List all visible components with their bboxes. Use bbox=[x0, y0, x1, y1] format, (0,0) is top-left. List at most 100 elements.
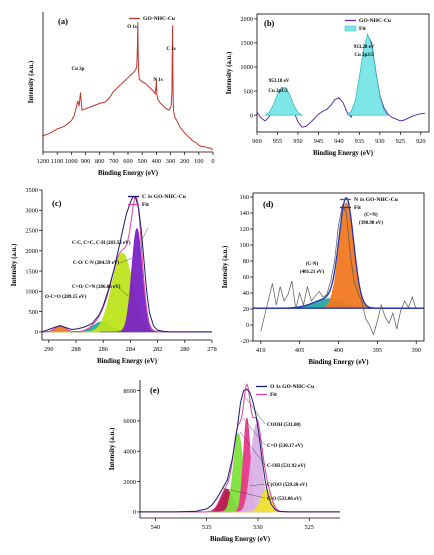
x-tick-label: 935 bbox=[355, 138, 364, 145]
panel-label: (a) bbox=[58, 16, 68, 26]
x-tick-label: 925 bbox=[396, 138, 405, 145]
fit-area-1 bbox=[264, 87, 304, 116]
fit-envelope-line bbox=[253, 196, 424, 309]
y-tick-label: 0 bbox=[246, 322, 249, 329]
legend-label: GO-NHC-Cu bbox=[359, 18, 391, 24]
peak-annotation: C-O/ C-N (284.59 eV) bbox=[73, 261, 119, 266]
x-tick-label: 940 bbox=[334, 138, 343, 145]
x-tick-label: 284 bbox=[126, 346, 136, 353]
x-tick-label: 290 bbox=[44, 346, 53, 353]
x-tick-label: 1100 bbox=[51, 158, 63, 165]
peak-area-1 bbox=[295, 202, 398, 309]
x-tick-label: 900 bbox=[81, 158, 90, 165]
legend-swatch bbox=[344, 25, 357, 32]
chart-panel-b: 960 955 950 945 940 935 930 925 920 0 500 1000 1500 2… bbox=[226, 13, 430, 157]
chart-panel-d: 410 405 400 395 390 -20 0 20 40 60 80 100 120 140 160 B… bbox=[222, 192, 425, 366]
series-line-0 bbox=[140, 388, 340, 513]
x-tick-label: 278 bbox=[207, 346, 216, 353]
peak-annotation: (C=N) bbox=[364, 213, 378, 218]
plot-area bbox=[140, 383, 340, 513]
y-tick-label: 0 bbox=[35, 329, 38, 336]
annotation-leader-line bbox=[139, 227, 149, 244]
y-tick-label: 80 bbox=[243, 258, 249, 265]
x-tick-label: 535 bbox=[202, 524, 211, 531]
x-tick-label: 288 bbox=[71, 346, 80, 353]
peak-annotation: C 1s bbox=[166, 47, 175, 52]
y-tick-label: 3500 bbox=[25, 187, 38, 194]
x-tick-label: 800 bbox=[95, 158, 104, 165]
y-tick-label: 6000 bbox=[123, 418, 136, 425]
peak-annotation: C=O/ C=N (286.06 eV) bbox=[72, 285, 121, 290]
annotation-leader-line bbox=[242, 417, 266, 446]
y-tick-label: 4000 bbox=[123, 448, 136, 455]
x-axis-label: Binding Energy (eV) bbox=[97, 358, 157, 365]
y-tick-label: 500 bbox=[29, 309, 38, 316]
peak-annotation: C(O)O (529.20 eV) bbox=[267, 483, 307, 488]
peak-annotation: C-C, C=C, C-H (283.52 eV) bbox=[72, 241, 131, 246]
peak-annotation: (401.21 eV) bbox=[300, 270, 324, 275]
y-tick-label: 2500 bbox=[25, 228, 38, 235]
series-line-0 bbox=[260, 203, 417, 336]
peak-annotation: Cu 2p3/2 bbox=[354, 53, 374, 58]
y-tick-label: 2000 bbox=[25, 248, 38, 255]
x-tick-label: 280 bbox=[180, 346, 189, 353]
x-tick-label: 500 bbox=[137, 158, 146, 165]
y-axis-label: Intensity (a.u.) bbox=[109, 428, 116, 470]
x-axis-label: Binding Energy (eV) bbox=[313, 150, 373, 157]
x-tick-label: 540 bbox=[151, 524, 160, 531]
peak-annotation: C-OH (531.92 eV) bbox=[267, 464, 306, 469]
legend-label: Fit bbox=[354, 205, 361, 211]
x-tick-label: 410 bbox=[256, 347, 265, 354]
peak-annotation: C=O (530.17 eV) bbox=[267, 444, 303, 449]
y-tick-label: 0 bbox=[133, 509, 136, 516]
peak-annotation: (C-N) bbox=[306, 262, 319, 267]
fit-area-2 bbox=[346, 32, 390, 116]
y-tick-label: 1500 bbox=[25, 268, 38, 275]
peak-annotation: COOH (531.08) bbox=[267, 423, 301, 428]
x-tick-label: 100 bbox=[194, 158, 203, 165]
x-axis-label: Binding Energy (eV) bbox=[98, 170, 158, 177]
x-axis-label: Binding Energy (eV) bbox=[210, 536, 270, 543]
y-tick-label: 2000 bbox=[123, 479, 136, 486]
x-tick-label: 945 bbox=[314, 138, 323, 145]
legend-label: GO-NHC-Cu bbox=[143, 16, 175, 22]
peak-annotation: C-O (533.06 eV) bbox=[267, 497, 302, 502]
y-tick-label: 1000 bbox=[240, 64, 253, 71]
x-tick-label: 525 bbox=[305, 524, 314, 531]
peak-annotation: O-C=O (289.15 eV) bbox=[45, 295, 87, 300]
legend-label: N 1s GO-NHC-Cu bbox=[354, 197, 398, 203]
y-axis-label: Intensity (a.u.) bbox=[222, 246, 229, 288]
annotation-leader-line bbox=[239, 431, 266, 466]
y-tick-label: 120 bbox=[240, 226, 249, 233]
legend-label: Fit bbox=[142, 202, 149, 208]
annotation-leader-line bbox=[117, 286, 129, 297]
x-tick-label: 920 bbox=[416, 138, 425, 145]
legend-label: O 1s GO-NHC-Cu bbox=[270, 384, 314, 390]
legend-label: Fit bbox=[359, 26, 366, 32]
y-tick-label: 20 bbox=[243, 306, 249, 313]
x-tick-label: 530 bbox=[253, 524, 262, 531]
y-tick-label: 60 bbox=[243, 274, 249, 281]
y-tick-label: 40 bbox=[243, 290, 249, 297]
x-tick-label: 1200 bbox=[37, 158, 50, 165]
annotation-leader-line bbox=[249, 483, 266, 487]
x-tick-label: 286 bbox=[98, 346, 107, 353]
chart-panel-e: 540 535 530 525 0 2000 4000 6000 8000 Binding Ene… bbox=[109, 380, 340, 543]
peak-annotation: N 1s bbox=[153, 78, 162, 83]
x-tick-label: 405 bbox=[295, 347, 304, 354]
x-tick-label: 950 bbox=[293, 138, 302, 145]
legend-label: Fit bbox=[270, 392, 277, 398]
x-tick-label: 0 bbox=[211, 158, 214, 165]
series-line-0 bbox=[43, 22, 213, 150]
y-axis-label: Intensity (a.u.) bbox=[28, 61, 35, 103]
x-tick-label: 1000 bbox=[65, 158, 78, 165]
x-tick-label: 930 bbox=[375, 138, 384, 145]
panel-label: (c) bbox=[52, 198, 62, 208]
y-tick-label: 160 bbox=[240, 194, 249, 201]
panel-label: (d) bbox=[263, 199, 274, 209]
x-tick-label: 960 bbox=[252, 138, 261, 145]
x-axis-label: Binding Energy (eV) bbox=[308, 359, 368, 366]
panel-label: (e) bbox=[150, 385, 160, 395]
annotation-leader-line bbox=[245, 397, 266, 425]
x-tick-label: 200 bbox=[180, 158, 189, 165]
